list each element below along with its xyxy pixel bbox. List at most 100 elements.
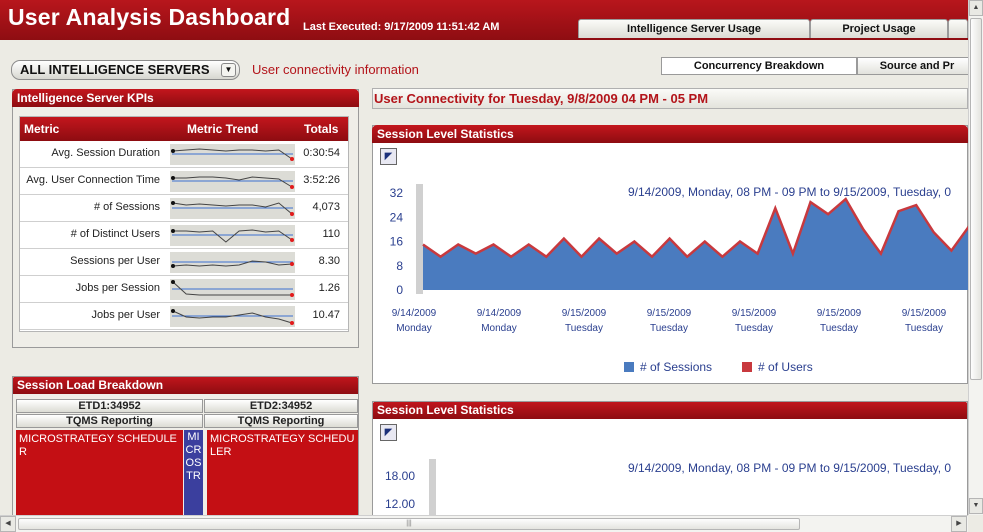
session-chart-panel-2: Session Level Statistics ◤ 9/14/2009, Mo… bbox=[372, 401, 968, 517]
kpi-row: Sessions per User 8.30 bbox=[20, 249, 348, 276]
kpi-row: # of Distinct Users 110 bbox=[20, 222, 348, 249]
expand-icon[interactable]: ◤ bbox=[380, 424, 397, 441]
x-tick-date: 9/15/2009 bbox=[817, 308, 862, 319]
col-metric-trend: Metric Trend bbox=[187, 122, 259, 136]
x-tick-date: 9/15/2009 bbox=[902, 308, 947, 319]
kpi-total-value: 10.47 bbox=[312, 309, 340, 321]
x-tick-day: Tuesday bbox=[650, 323, 688, 334]
kpi-sparkline bbox=[170, 198, 295, 219]
col-totals: Totals bbox=[304, 122, 339, 136]
scroll-up-icon[interactable]: ▲ bbox=[969, 0, 983, 16]
chart-subtitle-1: 9/14/2009, Monday, 08 PM - 09 PM to 9/15… bbox=[628, 185, 952, 199]
session-chart-title-2: Session Level Statistics bbox=[373, 402, 967, 419]
kpi-row: Jobs per User 10.47 bbox=[20, 303, 348, 330]
tab-source-and-project[interactable]: Source and Pr bbox=[857, 57, 977, 75]
legend-label-users: # of Users bbox=[758, 360, 813, 374]
project-name-2: TQMS Reporting bbox=[204, 414, 358, 428]
legend-sessions: # of Sessions bbox=[624, 360, 712, 374]
session-chart-panel-1: Session Level Statistics ◤ 32 24 16 8 0 9/14/… bbox=[372, 125, 969, 384]
tab-intelligence-server-usage[interactable]: Intelligence Server Usage bbox=[578, 19, 810, 38]
x-tick-day: Tuesday bbox=[565, 323, 603, 334]
legend-swatch-sessions bbox=[624, 362, 634, 372]
x-tick-day: Tuesday bbox=[820, 323, 858, 334]
horizontal-scroll-thumb[interactable]: ||| bbox=[18, 518, 800, 530]
kpi-sparkline bbox=[170, 252, 295, 273]
kpi-row: # of Sessions 4,073 bbox=[20, 195, 348, 222]
load-block-side[interactable]: MICROSTR bbox=[184, 430, 203, 516]
kpi-sparkline bbox=[170, 225, 295, 246]
x-tick-day: Monday bbox=[481, 323, 517, 334]
kpi-total-value: 1.26 bbox=[318, 282, 340, 294]
kpi-table-header: Metric Metric Trend Totals bbox=[20, 117, 348, 141]
expand-icon[interactable]: ◤ bbox=[380, 148, 397, 165]
session-area-chart: 32 24 16 8 0 9/14/2009 Monday 9/14/2009 Monday 9/… bbox=[390, 184, 969, 334]
kpi-row: Jobs per Session 1.26 bbox=[20, 276, 348, 303]
y-tick-label: 8 bbox=[396, 259, 403, 273]
kpi-panel-title: Intelligence Server KPIs bbox=[12, 89, 359, 107]
kpi-metric-label: # of Distinct Users bbox=[70, 228, 160, 240]
kpi-metric-label: Jobs per Session bbox=[75, 282, 160, 294]
chevron-down-icon[interactable]: ▼ bbox=[221, 63, 236, 77]
x-tick-date: 9/15/2009 bbox=[732, 308, 777, 319]
page-title: User Analysis Dashboard bbox=[8, 4, 291, 30]
kpi-table: Metric Metric Trend Totals Avg. Session … bbox=[19, 116, 349, 332]
y-tick-label: 32 bbox=[390, 186, 404, 200]
kpi-total-value: 110 bbox=[322, 228, 340, 240]
kpi-metric-label: Avg. Session Duration bbox=[51, 147, 160, 159]
vertical-scrollbar[interactable]: ▲ ▼ bbox=[968, 0, 983, 515]
kpi-metric-label: # of Sessions bbox=[93, 201, 160, 213]
x-tick-date: 9/15/2009 bbox=[647, 308, 692, 319]
x-tick-day: Tuesday bbox=[905, 323, 943, 334]
kpi-metric-label: Avg. User Connection Time bbox=[26, 174, 160, 186]
kpi-metric-label: Sessions per User bbox=[70, 255, 160, 267]
last-executed: Last Executed: 9/17/2009 11:51:42 AM bbox=[303, 21, 500, 33]
kpi-sparkline bbox=[170, 171, 295, 192]
header-bar: User Analysis Dashboard Last Executed: 9… bbox=[0, 0, 968, 40]
x-tick-date: 9/14/2009 bbox=[392, 308, 437, 319]
x-tick-day: Monday bbox=[396, 323, 432, 334]
project-name-1: TQMS Reporting bbox=[16, 414, 203, 428]
chart-subtitle-2: 9/14/2009, Monday, 08 PM - 09 PM to 9/15… bbox=[628, 461, 952, 475]
y-axis-bar-2 bbox=[429, 459, 436, 516]
y-tick-label: 24 bbox=[390, 210, 404, 224]
x-tick-date: 9/14/2009 bbox=[477, 308, 522, 319]
load-block-scheduler-2[interactable]: MICROSTRATEGY SCHEDULER bbox=[207, 430, 358, 516]
tab-more[interactable] bbox=[948, 19, 968, 38]
session-load-title: Session Load Breakdown bbox=[13, 377, 358, 394]
series-sessions-area bbox=[423, 199, 969, 290]
scroll-right-icon[interactable]: ▶ bbox=[951, 516, 967, 532]
kpi-total-value: 3:52:26 bbox=[303, 174, 340, 186]
kpi-panel: Intelligence Server KPIs Metric Metric T… bbox=[12, 89, 359, 348]
y-tick-label-2: 12.00 bbox=[385, 497, 415, 511]
load-block-scheduler-1[interactable]: MICROSTRATEGY SCHEDULER bbox=[16, 430, 183, 516]
x-tick-date: 9/15/2009 bbox=[562, 308, 607, 319]
y-tick-label-2: 18.00 bbox=[385, 469, 415, 483]
horizontal-scrollbar[interactable]: ◀ ||| ▶ bbox=[0, 515, 968, 532]
series-users-line bbox=[422, 197, 969, 259]
y-axis-bar bbox=[416, 184, 423, 294]
scroll-down-icon[interactable]: ▼ bbox=[969, 498, 983, 514]
sub-tabs: Concurrency Breakdown Source and Pr bbox=[661, 57, 977, 75]
scroll-corner bbox=[968, 515, 983, 532]
user-connectivity-link[interactable]: User connectivity information bbox=[252, 62, 419, 77]
kpi-sparkline bbox=[170, 279, 295, 300]
kpi-metric-label: Jobs per User bbox=[91, 309, 160, 321]
kpi-row: Avg. User Connection Time 3:52:26 bbox=[20, 168, 348, 195]
server-selector-value: ALL INTELLIGENCE SERVERS bbox=[20, 62, 210, 77]
legend-label-sessions: # of Sessions bbox=[640, 360, 713, 374]
tab-project-usage[interactable]: Project Usage bbox=[810, 19, 948, 38]
y-tick-label: 16 bbox=[390, 235, 404, 249]
kpi-total-value: 0:30:54 bbox=[303, 147, 340, 159]
scroll-left-icon[interactable]: ◀ bbox=[0, 516, 16, 532]
vertical-scroll-thumb[interactable] bbox=[970, 18, 982, 380]
kpi-total-value: 8.30 bbox=[318, 255, 340, 267]
chart-legend: # of Sessions # of Users bbox=[624, 360, 813, 374]
session-load-panel: Session Load Breakdown ETD1:34952 ETD2:3… bbox=[12, 376, 359, 517]
server-selector[interactable]: ALL INTELLIGENCE SERVERS ▼ bbox=[11, 60, 240, 80]
kpi-row: Avg. Session Duration 0:30:54 bbox=[20, 141, 348, 168]
tab-concurrency-breakdown[interactable]: Concurrency Breakdown bbox=[661, 57, 857, 75]
col-metric: Metric bbox=[24, 122, 60, 136]
kpi-total-value: 4,073 bbox=[312, 201, 340, 213]
kpi-sparkline bbox=[170, 144, 295, 165]
session-area-chart-2: 18.00 12.00 bbox=[385, 459, 436, 516]
